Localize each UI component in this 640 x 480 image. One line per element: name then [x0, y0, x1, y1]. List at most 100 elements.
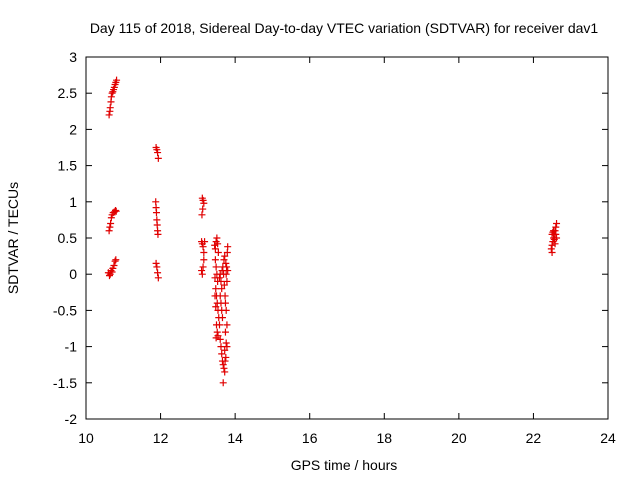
y-tick-label: 2	[69, 121, 77, 137]
data-point	[112, 207, 120, 215]
data-point	[221, 299, 229, 307]
y-tick-label: -1	[65, 339, 78, 355]
data-point	[552, 230, 560, 238]
data-point	[212, 285, 220, 293]
y-tick-label: -2	[65, 411, 78, 427]
data-point	[220, 364, 228, 372]
data-point	[113, 76, 121, 84]
data-point	[152, 209, 160, 217]
x-tick-label: 16	[302, 430, 318, 446]
data-point	[105, 272, 113, 280]
y-axis-ticks: -2 -1.5 -1 -0.5 0 0.5 1 1.5 2 2.5 3	[53, 49, 608, 427]
data-point	[217, 343, 225, 351]
data-point	[219, 361, 227, 369]
data-point	[211, 241, 219, 249]
data-point	[199, 243, 207, 251]
data-point	[213, 234, 221, 242]
data-point	[154, 274, 162, 282]
data-point	[221, 328, 229, 336]
data-point	[111, 206, 119, 214]
y-tick-label: 2.5	[58, 85, 78, 101]
data-point	[553, 220, 561, 228]
data-point	[108, 268, 116, 276]
x-axis-label: GPS time / hours	[291, 457, 398, 473]
data-point	[105, 111, 113, 119]
x-tick-label: 10	[78, 430, 94, 446]
data-point	[199, 205, 207, 213]
data-point	[211, 256, 219, 264]
data-point	[553, 234, 561, 242]
data-point	[222, 259, 230, 267]
data-point	[214, 240, 222, 248]
data-point	[198, 267, 206, 275]
data-point	[152, 259, 160, 267]
data-point	[222, 353, 230, 361]
data-point	[221, 368, 229, 376]
data-point	[198, 270, 206, 278]
data-point	[223, 277, 231, 285]
data-point	[200, 199, 208, 207]
data-point	[221, 357, 229, 365]
data-point	[154, 230, 162, 238]
data-point	[201, 238, 209, 246]
data-point	[216, 335, 224, 343]
data-point	[551, 240, 559, 248]
y-tick-label: 3	[69, 49, 77, 65]
data-point	[213, 328, 221, 336]
data-point	[215, 274, 223, 282]
data-points	[104, 76, 561, 387]
data-point	[221, 346, 229, 354]
data-point	[105, 227, 113, 235]
plot-area-frame	[85, 56, 609, 420]
data-point	[153, 263, 161, 271]
y-tick-label: -1.5	[53, 375, 77, 391]
data-point	[222, 306, 230, 314]
data-point	[220, 256, 228, 264]
data-point	[198, 211, 206, 219]
data-point	[212, 334, 220, 342]
data-point	[154, 154, 162, 162]
data-point	[548, 241, 556, 249]
data-point	[217, 277, 225, 285]
y-tick-label: 1	[69, 194, 77, 210]
data-point	[550, 227, 558, 235]
data-point	[111, 257, 119, 265]
data-point	[106, 223, 114, 231]
chart-title: Day 115 of 2018, Sidereal Day-to-day VTE…	[90, 20, 599, 36]
data-point	[548, 248, 556, 256]
data-point	[224, 243, 232, 251]
data-point	[199, 263, 207, 271]
data-point	[218, 314, 226, 322]
data-point	[154, 149, 162, 157]
data-point	[221, 252, 229, 260]
y-tick-label: 0.5	[58, 230, 78, 246]
data-point	[212, 263, 220, 271]
y-tick-label: -0.5	[53, 302, 77, 318]
data-point	[224, 267, 232, 275]
data-point	[218, 350, 226, 358]
x-tick-label: 14	[227, 430, 243, 446]
data-point	[223, 321, 231, 329]
data-point	[154, 269, 162, 277]
x-tick-label: 12	[153, 430, 169, 446]
data-point	[219, 379, 227, 387]
data-point	[200, 256, 208, 264]
data-point	[547, 245, 555, 253]
data-point	[223, 263, 231, 271]
data-point	[214, 248, 222, 256]
data-point	[552, 223, 560, 231]
data-point	[110, 262, 118, 270]
x-tick-label: 18	[376, 430, 392, 446]
data-point	[222, 339, 230, 347]
data-point	[107, 220, 115, 228]
data-point	[218, 285, 226, 293]
data-point	[106, 104, 114, 112]
data-point	[223, 343, 231, 351]
data-point	[222, 270, 230, 278]
data-point	[108, 89, 116, 97]
x-axis-ticks: 10 12 14 16 18 20 22 24	[78, 57, 616, 446]
data-point	[112, 256, 120, 264]
data-point	[211, 245, 219, 253]
x-tick-label: 20	[451, 430, 467, 446]
